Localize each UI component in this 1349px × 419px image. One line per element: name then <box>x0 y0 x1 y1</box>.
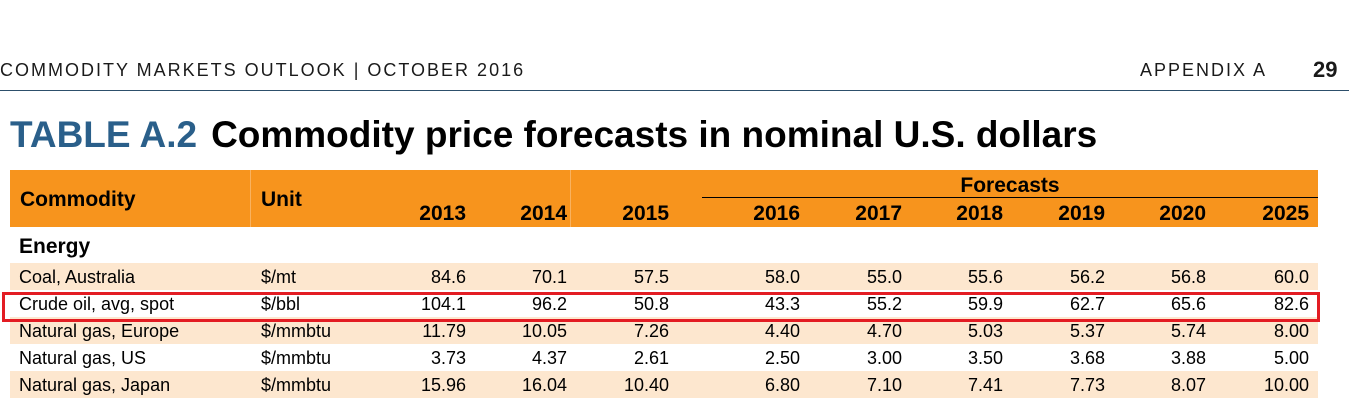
unit-column-header: Unit <box>261 188 302 211</box>
value-cell: 82.6 <box>1273 294 1309 314</box>
value-cell: 55.0 <box>866 267 902 287</box>
unit-cell: $/bbl <box>261 294 301 314</box>
value-cell: 3.00 <box>866 348 902 368</box>
year-header-7: 2020 <box>1159 202 1206 225</box>
value-cell: 16.04 <box>521 375 567 395</box>
value-cell: 84.6 <box>430 267 466 287</box>
value-cell: 5.00 <box>1273 348 1309 368</box>
value-cell: 60.0 <box>1273 267 1309 287</box>
section-label: Energy <box>19 235 91 258</box>
value-cell: 96.2 <box>531 294 567 314</box>
price-forecast-table: Commodity Unit Forecasts 2013 2014 2015 201… <box>10 170 1318 398</box>
value-cell: 4.40 <box>764 321 800 341</box>
value-cell: 11.79 <box>422 321 466 341</box>
value-cell: 3.50 <box>967 348 1003 368</box>
value-cell: 7.41 <box>967 375 1003 395</box>
value-cell: 8.00 <box>1273 321 1309 341</box>
commodity-name: Coal, Australia <box>19 267 136 287</box>
year-header-6: 2019 <box>1058 202 1105 225</box>
value-cell: 43.3 <box>764 294 800 314</box>
commodity-name: Natural gas, Japan <box>19 375 171 395</box>
year-header-5: 2018 <box>956 202 1003 225</box>
value-cell: 104.1 <box>420 294 466 314</box>
value-cell: 65.6 <box>1170 294 1206 314</box>
commodity-name: Natural gas, US <box>19 348 147 368</box>
section-row-energy: Energy <box>10 227 1318 263</box>
value-cell: 2.50 <box>764 348 800 368</box>
table-title-text: Commodity price forecasts in nominal U.S… <box>211 114 1098 155</box>
table-body: Coal, Australia $/mt 84.6 70.1 57.5 58.0 55.0 5… <box>10 263 1318 398</box>
forecasts-underline <box>702 197 1318 198</box>
year-header-3: 2016 <box>753 202 800 225</box>
unit-cell: $/mt <box>261 267 297 287</box>
value-cell: 3.68 <box>1069 348 1105 368</box>
crude-oil-highlight-box <box>2 292 1320 322</box>
forecasts-header: Forecasts <box>960 174 1060 197</box>
year-header-4: 2017 <box>855 202 902 225</box>
year-header-0: 2013 <box>419 202 466 225</box>
value-cell: 7.73 <box>1069 375 1105 395</box>
table-label: TABLE A.2 <box>10 114 198 155</box>
year-header-1: 2014 <box>520 202 567 225</box>
value-cell: 56.8 <box>1170 267 1206 287</box>
unit-cell: $/mmbtu <box>261 348 332 368</box>
value-cell: 10.05 <box>521 321 567 341</box>
column-separator <box>250 170 251 227</box>
value-cell: 70.1 <box>531 267 567 287</box>
column-separator <box>570 170 571 227</box>
table-row: Natural gas, Japan $/mmbtu 15.96 16.04 10.40… <box>10 371 1318 398</box>
value-cell: 2.61 <box>633 348 669 368</box>
value-cell: 4.37 <box>531 348 567 368</box>
commodity-name: Natural gas, Europe <box>19 321 180 341</box>
commodity-column-header: Commodity <box>20 188 136 211</box>
value-cell: 7.26 <box>633 321 669 341</box>
value-cell: 5.37 <box>1069 321 1105 341</box>
header-rule <box>0 90 1349 91</box>
appendix-label: APPENDIX A <box>1140 60 1268 80</box>
value-cell: 59.9 <box>967 294 1003 314</box>
table-row: Coal, Australia $/mt 84.6 70.1 57.5 58.0 55.0 5… <box>10 263 1318 290</box>
value-cell: 55.2 <box>866 294 902 314</box>
value-cell: 10.00 <box>1263 375 1309 395</box>
publication-header: COMMODITY MARKETS OUTLOOK | OCTOBER 2016 <box>0 60 526 80</box>
value-cell: 3.73 <box>430 348 466 368</box>
table-row: Natural gas, US $/mmbtu 3.73 4.37 2.61 2.50 3.… <box>10 344 1318 371</box>
value-cell: 15.96 <box>420 375 466 395</box>
value-cell: 3.88 <box>1170 348 1206 368</box>
value-cell: 4.70 <box>866 321 902 341</box>
unit-cell: $/mmbtu <box>261 321 332 341</box>
value-cell: 55.6 <box>967 267 1003 287</box>
value-cell: 7.10 <box>866 375 902 395</box>
value-cell: 10.40 <box>623 375 669 395</box>
table-header: Commodity Unit Forecasts 2013 2014 2015 201… <box>10 170 1318 227</box>
value-cell: 56.2 <box>1069 267 1105 287</box>
value-cell: 8.07 <box>1170 375 1206 395</box>
value-cell: 50.8 <box>633 294 669 314</box>
page-number: 29 <box>1313 57 1338 82</box>
value-cell: 58.0 <box>764 267 800 287</box>
commodity-name: Crude oil, avg, spot <box>19 294 175 314</box>
value-cell: 6.80 <box>764 375 800 395</box>
table-title: TABLE A.2 Commodity price forecasts in no… <box>10 114 1097 156</box>
value-cell: 5.74 <box>1170 321 1206 341</box>
value-cell: 5.03 <box>967 321 1003 341</box>
unit-cell: $/mmbtu <box>261 375 332 395</box>
value-cell: 57.5 <box>633 267 669 287</box>
year-header-8: 2025 <box>1262 202 1309 225</box>
year-header-2: 2015 <box>622 202 669 225</box>
table-row: Crude oil, avg, spot $/bbl 104.1 96.2 50.8 43… <box>10 290 1318 317</box>
value-cell: 62.7 <box>1069 294 1105 314</box>
